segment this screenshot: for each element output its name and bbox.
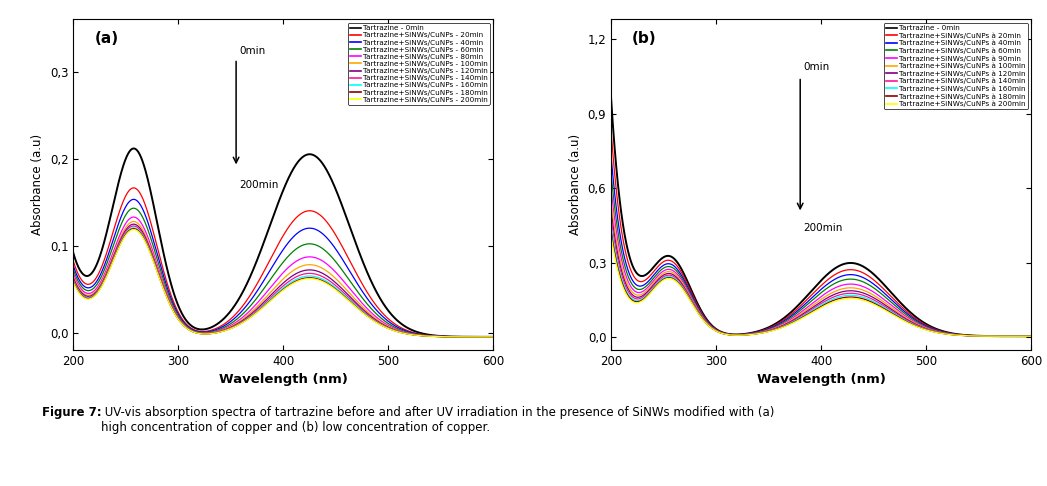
Text: 0min: 0min (240, 46, 266, 56)
Text: (b): (b) (632, 31, 656, 46)
Y-axis label: Absorbance (a.u): Absorbance (a.u) (31, 134, 44, 235)
X-axis label: Wavelength (nm): Wavelength (nm) (219, 373, 348, 386)
Legend: Tartrazine - 0min, Tartrazine+SiNWs/CuNPs - 20min, Tartrazine+SiNWs/CuNPs - 40mi: Tartrazine - 0min, Tartrazine+SiNWs/CuNP… (348, 23, 490, 105)
Text: 200min: 200min (240, 180, 279, 191)
Text: 200min: 200min (803, 223, 843, 233)
Text: Figure 7:: Figure 7: (42, 406, 102, 419)
Legend: Tartrazine - 0min, Tartrazine+SiNWs/CuNPs à 20min, Tartrazine+SiNWs/CuNPs à 40mi: Tartrazine - 0min, Tartrazine+SiNWs/CuNP… (884, 23, 1028, 109)
Text: UV-vis absorption spectra of tartrazine before and after UV irradiation in the p: UV-vis absorption spectra of tartrazine … (101, 406, 774, 434)
Y-axis label: Absorbance (a.u): Absorbance (a.u) (569, 134, 582, 235)
Text: (a): (a) (94, 31, 118, 46)
X-axis label: Wavelength (nm): Wavelength (nm) (757, 373, 886, 386)
Text: 0min: 0min (803, 62, 829, 71)
